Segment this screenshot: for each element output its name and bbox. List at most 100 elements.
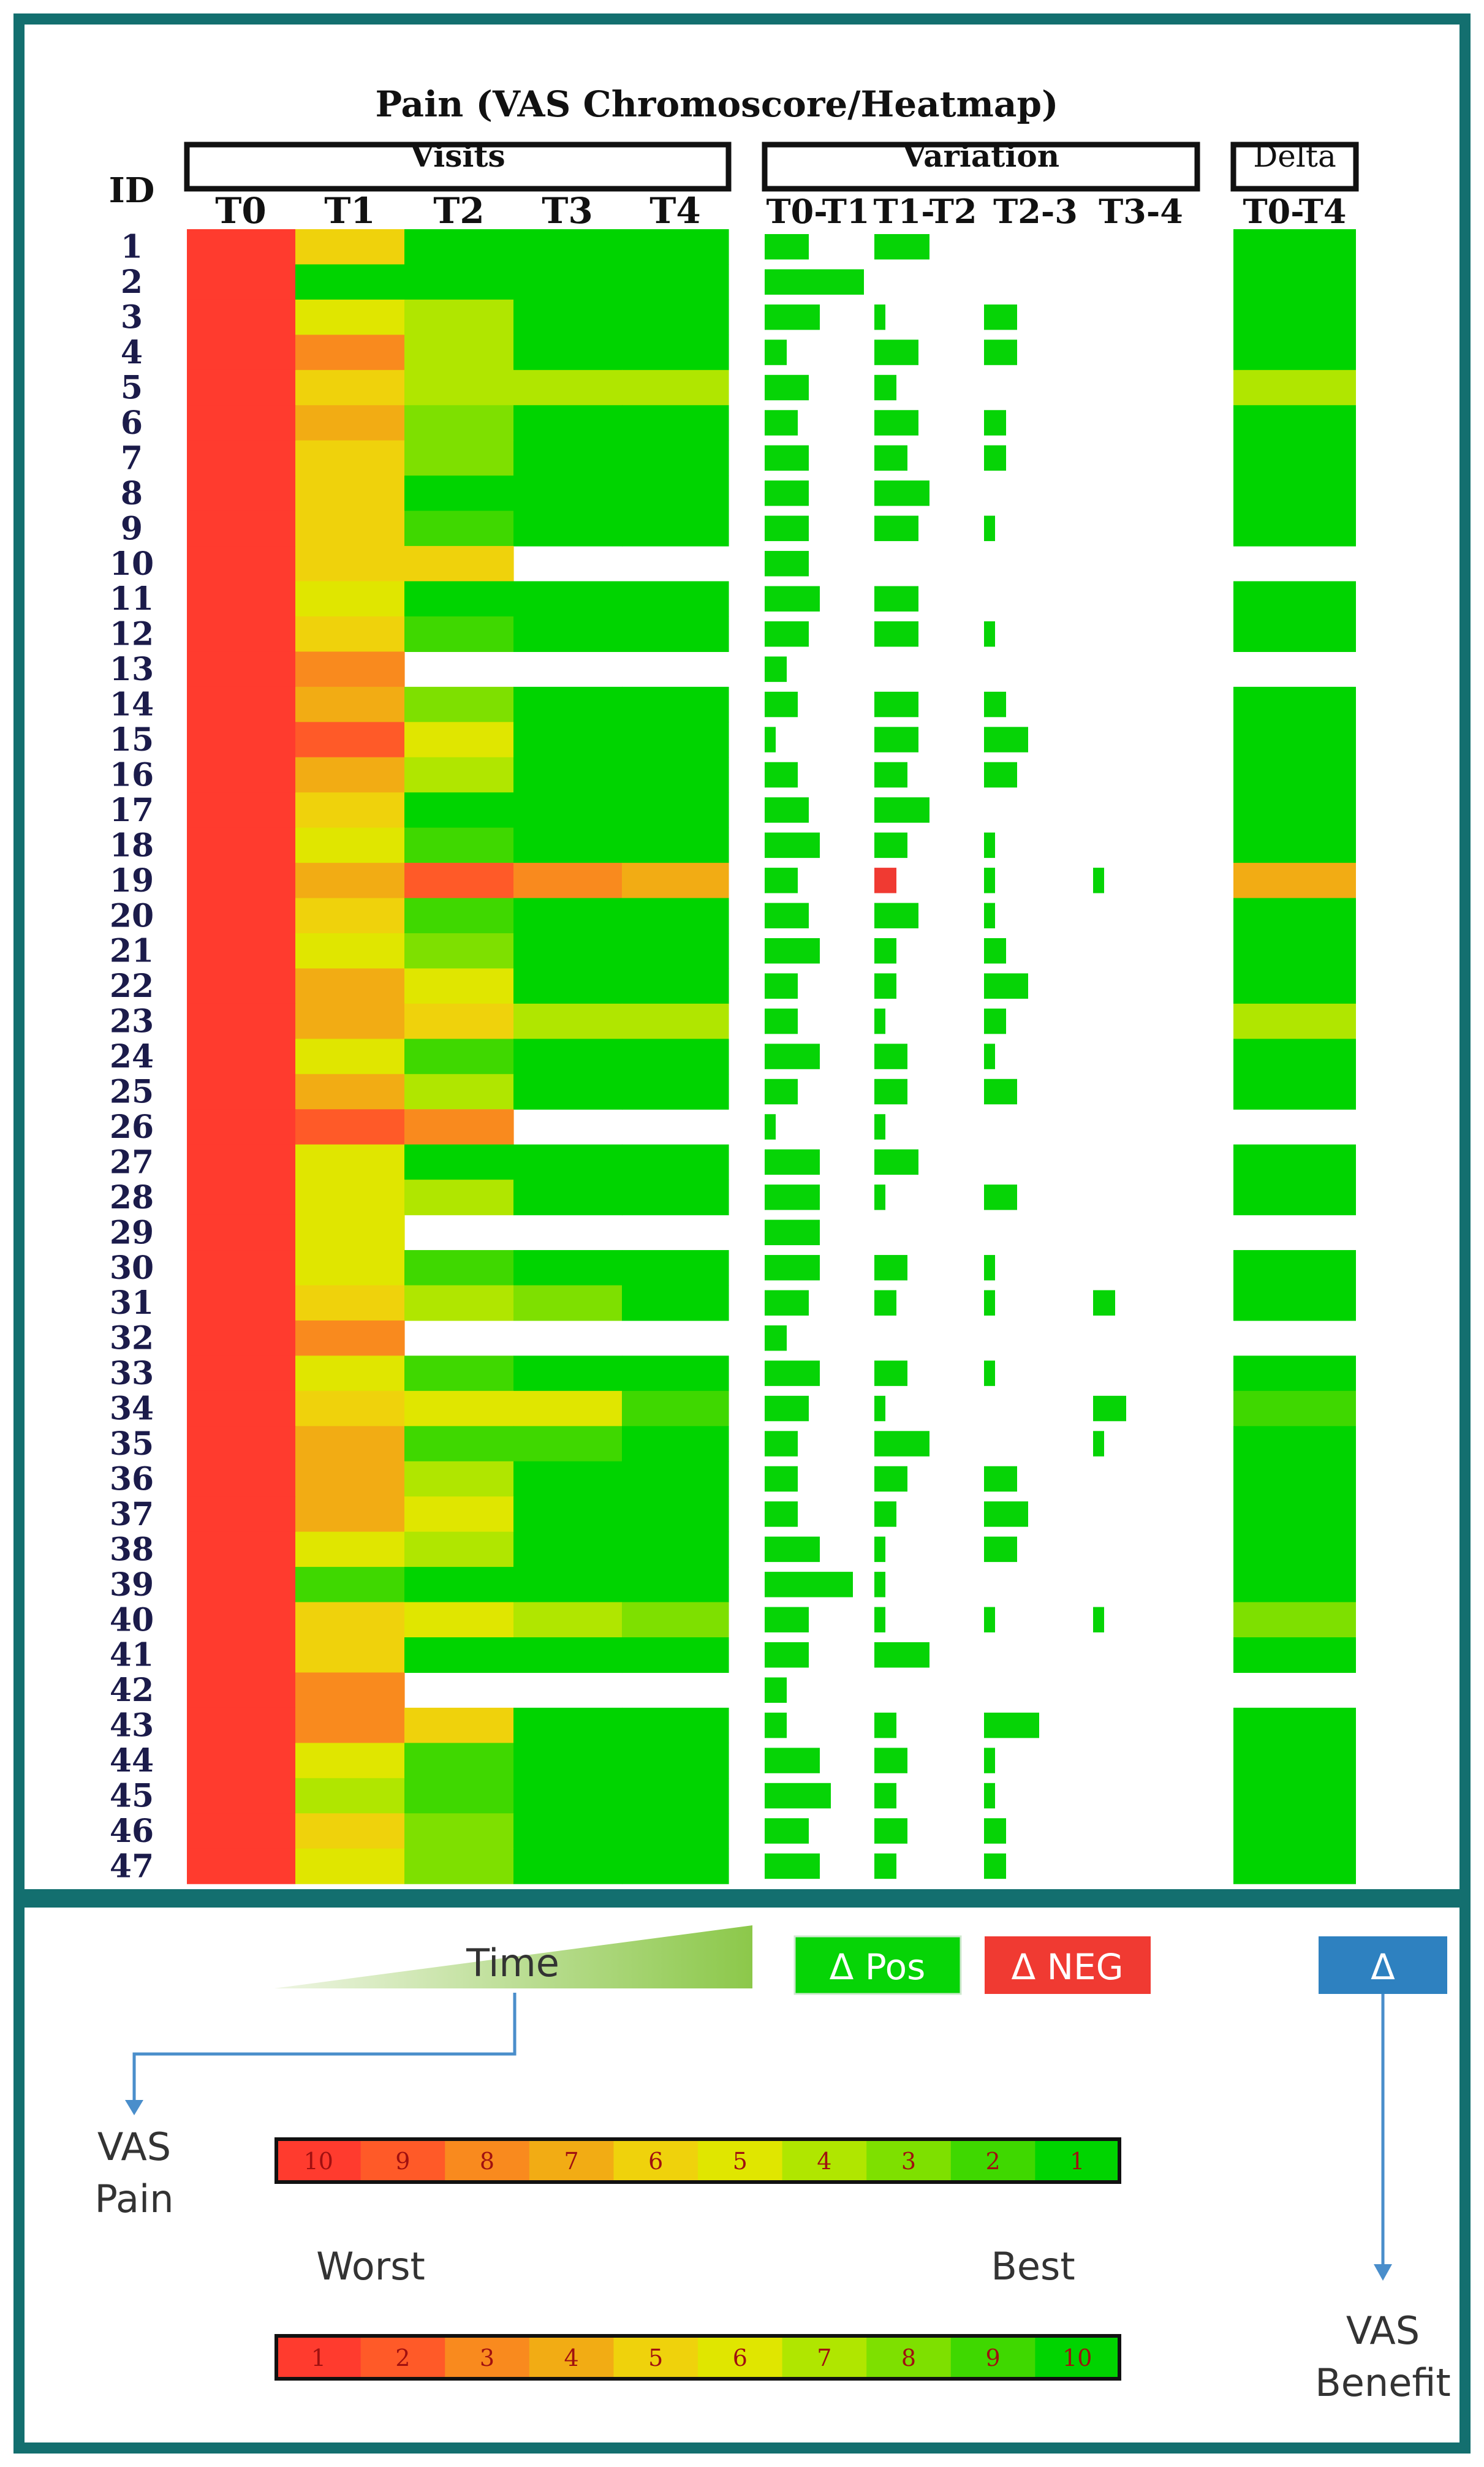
variation-bar xyxy=(765,1290,809,1316)
vas-pain-label-line2: Pain xyxy=(94,2177,173,2221)
benefit-scale-value: 9 xyxy=(986,2344,1001,2371)
variation-bar xyxy=(874,1044,907,1069)
heatmap-cell xyxy=(295,1496,405,1533)
variation-bar xyxy=(984,1607,995,1632)
variation-bar xyxy=(984,515,995,542)
delta-cell xyxy=(1233,1496,1356,1533)
time-arrow-head xyxy=(125,2100,143,2115)
heatmap-cell xyxy=(295,1250,405,1286)
heatmap-cell xyxy=(295,1426,405,1462)
col-header-t3: T3 xyxy=(542,190,593,232)
heatmap-cell xyxy=(404,827,514,863)
heatmap-cell xyxy=(187,1848,296,1884)
row-id-label: 19 xyxy=(110,862,154,900)
heatmap-cell xyxy=(295,1672,405,1708)
heatmap-cell xyxy=(187,1496,296,1533)
heatmap-cell xyxy=(513,1743,623,1779)
pain-scale-value: 5 xyxy=(733,2148,748,2175)
variation-bar xyxy=(765,1184,820,1210)
heatmap-cell xyxy=(295,1461,405,1497)
delta-neg-legend-label: Δ NEG xyxy=(1011,1946,1123,1988)
heatmap-cell xyxy=(513,1567,623,1603)
visits-group-box xyxy=(184,142,732,192)
pain-scale-cell xyxy=(276,2139,362,2182)
delta-cell xyxy=(1233,1426,1356,1462)
heatmap-cell xyxy=(513,1813,623,1849)
heatmap-cell xyxy=(187,476,296,512)
heatmap-cell xyxy=(187,792,296,828)
heatmap-cell xyxy=(187,863,296,899)
delta-cell xyxy=(1233,792,1356,828)
pain-scale-cell xyxy=(445,2139,530,2182)
variation-bar xyxy=(1093,1607,1104,1632)
delta-cell xyxy=(1233,686,1356,722)
variation-bar xyxy=(765,269,864,295)
benefit-scale-cell xyxy=(782,2336,867,2379)
variation-bar xyxy=(765,1466,798,1492)
heatmap-cell xyxy=(187,1461,296,1497)
heatmap-cell xyxy=(513,792,623,828)
variation-bar xyxy=(874,304,885,330)
heatmap-cell xyxy=(295,1531,405,1567)
time-wedge xyxy=(274,1925,752,1988)
pain-scale-border xyxy=(274,2137,1121,2184)
pain-scale-value: 6 xyxy=(648,2148,663,2175)
pain-scale-cell xyxy=(698,2139,783,2182)
bottom-panel-frame xyxy=(13,1897,1471,2454)
row-id-label: 20 xyxy=(110,897,154,934)
heatmap-cell xyxy=(295,1285,405,1321)
top-panel-frame xyxy=(13,13,1471,1900)
heatmap-cell xyxy=(513,722,623,758)
benefit-scale-cell xyxy=(529,2336,614,2379)
row-id-label: 45 xyxy=(110,1778,154,1815)
variation-bar xyxy=(765,1044,820,1069)
variation-bar xyxy=(984,868,995,893)
variation-bar xyxy=(874,1078,907,1105)
variation-bar xyxy=(765,1078,798,1105)
heatmap-cell xyxy=(187,1707,296,1743)
col-header-t4: T4 xyxy=(649,190,701,232)
benefit-scale-value: 10 xyxy=(1062,2344,1092,2371)
benefit-scale-cell xyxy=(613,2336,698,2379)
pain-scale-cell xyxy=(613,2139,698,2182)
row-id-label: 24 xyxy=(110,1038,154,1075)
vas-benefit-label-line1: VAS xyxy=(1346,2308,1420,2353)
row-id-label: 3 xyxy=(121,299,143,336)
heatmap-cell xyxy=(187,440,296,476)
heatmap-cell xyxy=(622,1285,729,1321)
heatmap-cell xyxy=(622,757,729,793)
heatmap-cell xyxy=(622,1496,729,1533)
heatmap-cell xyxy=(404,1602,514,1638)
heatmap-cell xyxy=(187,722,296,758)
row-id-label: 40 xyxy=(110,1601,154,1639)
heatmap-cell xyxy=(513,335,623,371)
variation-bar xyxy=(1093,1395,1126,1422)
benefit-scale-border xyxy=(274,2334,1121,2381)
row-id-label: 38 xyxy=(110,1531,154,1568)
row-id-label: 10 xyxy=(110,545,154,583)
heatmap-cell xyxy=(187,968,296,1004)
variation-bar xyxy=(874,1748,907,1773)
heatmap-cell xyxy=(187,1144,296,1180)
heatmap-cell xyxy=(622,686,729,722)
delta-cell xyxy=(1233,229,1356,265)
heatmap-cell xyxy=(622,1567,729,1603)
heatmap-cell xyxy=(622,1144,729,1180)
row-id-label: 37 xyxy=(110,1496,154,1533)
row-id-label: 18 xyxy=(110,827,154,864)
heatmap-cell xyxy=(187,1743,296,1779)
delta-cell xyxy=(1233,616,1356,652)
heatmap-cell xyxy=(404,1461,514,1497)
heatmap-cell xyxy=(513,1637,623,1673)
heatmap-cell xyxy=(187,1215,296,1251)
variation-bar xyxy=(765,938,820,964)
heatmap-cell xyxy=(513,405,623,441)
heatmap-cell xyxy=(622,1743,729,1779)
heatmap-cell xyxy=(187,1426,296,1462)
row-id-label: 4 xyxy=(121,334,143,371)
variation-bar xyxy=(874,1184,885,1210)
variation-group-box xyxy=(762,142,1200,192)
variation-bar xyxy=(765,868,798,893)
row-id-label: 33 xyxy=(110,1355,154,1392)
